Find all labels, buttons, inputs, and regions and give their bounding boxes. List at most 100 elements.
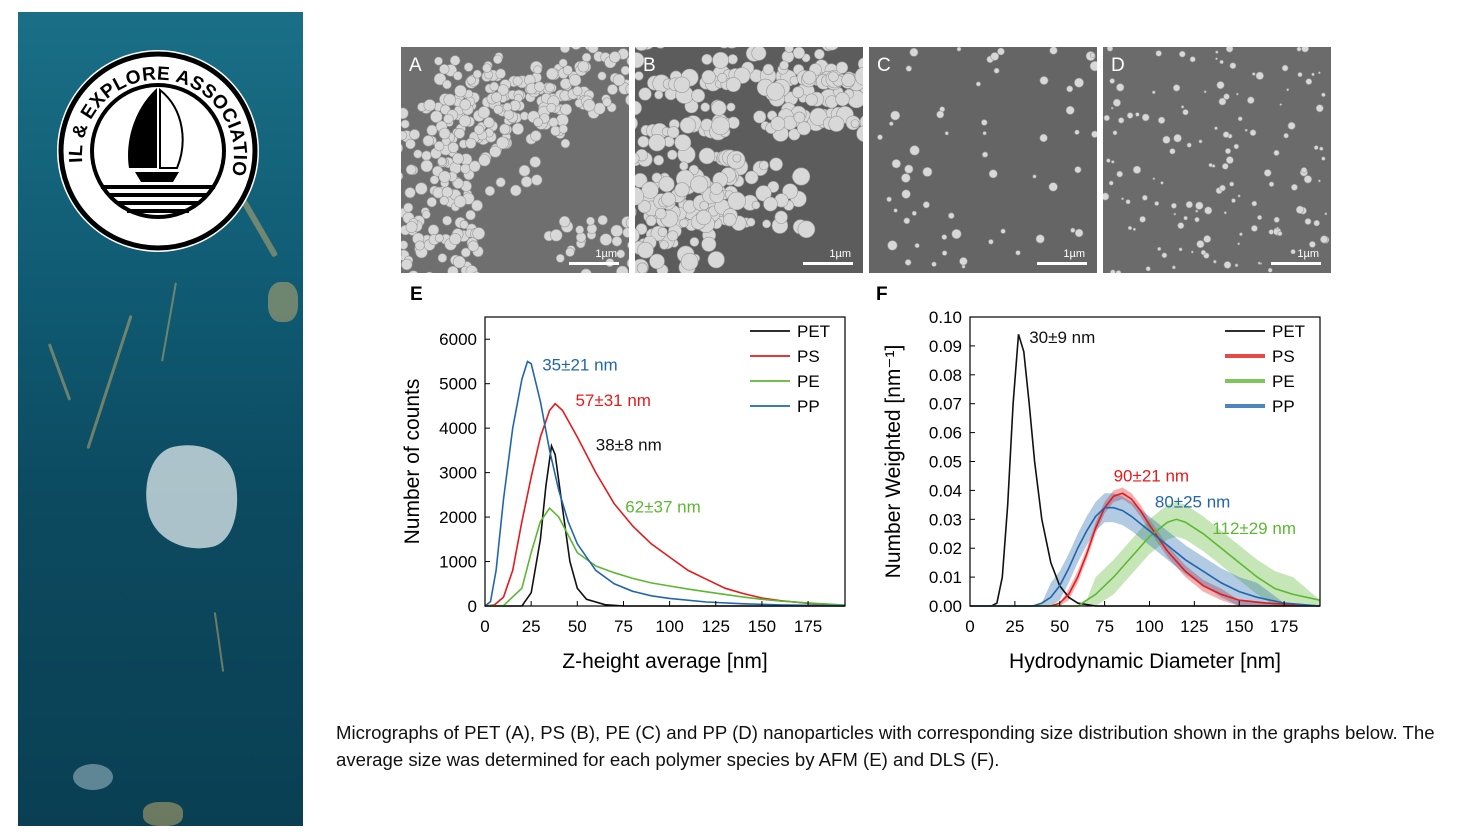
particle [774,210,788,224]
particle [1229,181,1235,187]
series-line-pp [484,360,846,607]
particle [1251,200,1258,207]
particle [421,210,431,219]
particle [616,249,626,259]
particle [1089,61,1097,72]
particle [611,236,623,247]
particle [1189,56,1196,63]
particle [497,84,509,96]
y-tick-label: 0.05 [929,453,962,472]
plot-frame [969,316,1321,607]
particle [426,197,437,208]
particle [453,71,463,81]
legend-label: PS [1272,347,1295,366]
particle [443,113,454,125]
particle [1182,109,1189,116]
particle [1161,252,1168,259]
particle [903,217,911,225]
particle [645,215,657,227]
particle [1203,90,1207,94]
particle [1225,148,1232,155]
panel-label: F [876,284,888,305]
particle [893,208,898,213]
annotation-label: 57±31 nm [575,391,651,410]
particle [1283,132,1289,139]
particle [744,170,759,185]
particle [657,227,668,238]
particle [583,99,596,112]
particle [572,85,583,96]
particle [667,230,679,242]
particle [727,191,746,211]
particle [454,128,465,139]
particle [401,143,403,153]
legend-label: PP [797,397,820,416]
particle [674,182,690,198]
particle [911,210,917,216]
particle [1173,212,1177,216]
micrograph-letter: C [877,55,891,76]
particle [982,131,987,136]
particle [914,243,920,249]
particle [824,47,839,51]
association-logo: SAIL & EXPLORE ASSOCIATION [55,48,259,252]
particle [1160,181,1164,185]
particle [1172,84,1181,92]
particle [637,135,650,148]
particle [1195,201,1204,210]
particle [1301,47,1309,53]
particle [1225,47,1234,53]
particle [931,261,937,267]
particle [452,255,466,269]
particle [1239,232,1243,236]
particle [679,161,689,171]
particle [850,119,860,128]
particle [1127,225,1133,231]
particle [1223,261,1232,269]
particle [857,57,863,71]
particle [1290,249,1296,255]
particle [1157,116,1166,124]
particle [1279,103,1283,106]
particle [503,109,515,120]
particle [599,233,613,246]
particle [1000,228,1006,234]
particle [793,111,806,124]
particle [700,102,710,113]
particle [802,70,817,85]
particle [1208,162,1213,168]
particle [546,67,559,80]
particle [641,181,659,199]
particle [1106,158,1111,163]
particle [1198,139,1203,144]
particle [544,82,555,93]
particle [1319,146,1324,151]
particle [489,81,499,92]
particle [459,220,469,230]
particle [434,56,443,66]
particle [511,122,524,135]
particle [658,176,675,193]
particle [1108,180,1114,186]
particle [758,160,769,171]
particle [982,151,989,158]
particle [401,240,409,250]
particle [1281,64,1289,72]
particle [1313,145,1319,150]
particle [626,56,629,66]
y-tick-label: 0.08 [929,366,962,385]
particle [434,233,444,243]
particle [637,200,651,214]
particle [726,102,736,112]
particle [835,61,849,74]
legend-label: PE [1272,372,1295,391]
particle [1295,205,1305,214]
particle [555,253,565,263]
particle [673,76,691,93]
particle [690,175,709,194]
series-line-pet [485,442,845,607]
particle [1203,235,1212,243]
particle [1268,181,1275,187]
particle [1237,242,1241,246]
particle [477,106,491,119]
